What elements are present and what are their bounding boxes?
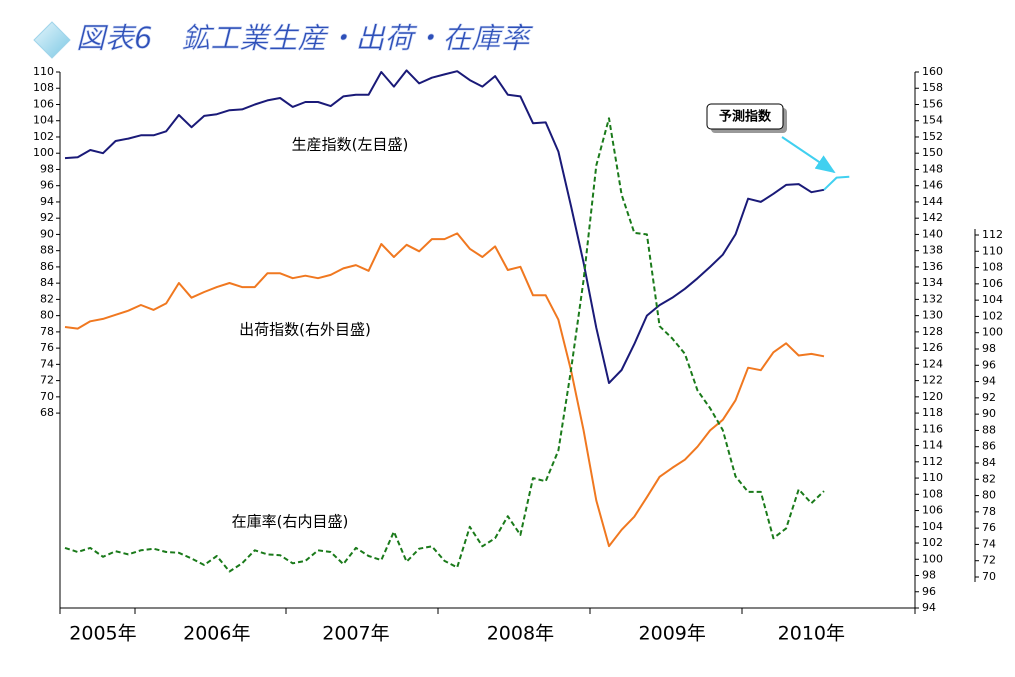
x-tick-label: 2008年	[487, 623, 554, 645]
y-tick-label: 108	[922, 487, 943, 500]
y-tick-label: 78	[982, 505, 996, 518]
x-tick-label: 2005年	[69, 623, 136, 645]
y-tick-label: 104	[982, 293, 1003, 306]
y-tick-label: 74	[982, 537, 996, 550]
y-tick-label: 138	[922, 244, 943, 257]
x-tick-label: 2006年	[183, 623, 250, 645]
y-tick-label: 100	[922, 552, 943, 565]
y-tick-label: 94	[982, 375, 996, 388]
inventory-label: 在庫率(右内目盛)	[232, 513, 349, 531]
y-tick-label: 90	[982, 407, 996, 420]
y-tick-label: 90	[40, 227, 54, 240]
callout-box	[706, 103, 784, 130]
y-tick-label: 142	[922, 211, 943, 224]
y-tick-label: 102	[33, 130, 54, 143]
y-tick-label: 96	[982, 358, 996, 371]
y-tick-label: 80	[982, 489, 996, 502]
y-tick-label: 126	[922, 341, 943, 354]
y-tick-label: 118	[922, 406, 943, 419]
y-tick-label: 158	[922, 81, 943, 94]
y-tick-label: 100	[982, 326, 1003, 339]
y-tick-label: 100	[33, 146, 54, 159]
y-tick-label: 84	[40, 276, 54, 289]
title-icon	[33, 21, 71, 59]
y-tick-label: 76	[982, 521, 996, 534]
y-tick-label: 102	[922, 536, 943, 549]
y-tick-label: 116	[922, 422, 943, 435]
y-tick-label: 96	[922, 585, 936, 598]
y-tick-label: 86	[982, 440, 996, 453]
y-tick-label: 68	[40, 406, 54, 419]
y-tick-label: 124	[922, 357, 943, 370]
chart-title: 図表6 鉱工業生産・出荷・在庫率	[76, 21, 533, 55]
y-tick-label: 108	[33, 81, 54, 94]
y-tick-label: 102	[982, 309, 1003, 322]
y-tick-label: 72	[40, 374, 54, 387]
y-tick-label: 78	[40, 325, 54, 338]
shipment-label: 出荷指数(右外目盛)	[239, 321, 371, 339]
y-tick-label: 86	[40, 260, 54, 273]
series-line	[64, 232, 825, 548]
y-tick-label: 70	[982, 570, 996, 583]
series-line	[823, 175, 850, 191]
x-tick-label: 2009年	[639, 623, 706, 645]
y-tick-label: 94	[922, 601, 936, 614]
y-tick-label: 74	[40, 357, 54, 370]
forecast-label: 予測指数	[719, 109, 772, 125]
y-tick-label: 70	[40, 390, 54, 403]
y-tick-label: 112	[982, 228, 1003, 241]
y-tick-label: 150	[922, 146, 943, 159]
y-tick-label: 134	[922, 276, 943, 289]
y-tick-label: 140	[922, 227, 943, 240]
y-tick-label: 96	[40, 179, 54, 192]
y-tick-label: 106	[33, 97, 54, 110]
y-tick-label: 146	[922, 179, 943, 192]
y-tick-label: 110	[33, 65, 54, 78]
y-tick-label: 110	[982, 244, 1003, 257]
y-tick-label: 80	[40, 309, 54, 322]
y-tick-label: 144	[922, 195, 943, 208]
y-tick-label: 110	[922, 471, 943, 484]
y-tick-label: 98	[982, 342, 996, 355]
y-tick-label: 82	[40, 292, 54, 305]
y-tick-label: 104	[922, 520, 943, 533]
y-tick-label: 132	[922, 292, 943, 305]
y-tick-label: 156	[922, 97, 943, 110]
x-tick-label: 2007年	[322, 623, 389, 645]
y-tick-label: 98	[922, 569, 936, 582]
y-tick-label: 160	[922, 65, 943, 78]
callout-arrow	[781, 136, 836, 174]
year-ticks	[59, 608, 916, 614]
y-tick-label: 152	[922, 130, 943, 143]
y-tick-label: 76	[40, 341, 54, 354]
y-tick-label: 136	[922, 260, 943, 273]
y-tick-label: 72	[982, 554, 996, 567]
y-tick-label: 106	[982, 277, 1003, 290]
y-tick-label: 120	[922, 390, 943, 403]
x-tick-label: 2010年	[778, 623, 845, 645]
y-tick-label: 108	[982, 261, 1003, 274]
y-tick-label: 104	[33, 114, 54, 127]
y-tick-label: 88	[982, 423, 996, 436]
series-line	[64, 69, 825, 384]
y-tick-label: 122	[922, 374, 943, 387]
y-tick-label: 106	[922, 504, 943, 517]
y-tick-label: 84	[982, 456, 996, 469]
production-label: 生産指数(左目盛)	[292, 136, 409, 154]
y-tick-label: 128	[922, 325, 943, 338]
y-tick-label: 94	[40, 195, 54, 208]
y-tick-label: 154	[922, 114, 943, 127]
series-line	[64, 117, 825, 573]
y-tick-label: 82	[982, 472, 996, 485]
y-tick-label: 130	[922, 309, 943, 322]
y-tick-label: 92	[40, 211, 54, 224]
y-tick-label: 88	[40, 244, 54, 257]
y-tick-label: 98	[40, 162, 54, 175]
y-tick-label: 114	[922, 439, 943, 452]
y-tick-label: 112	[922, 455, 943, 468]
y-tick-label: 92	[982, 391, 996, 404]
y-tick-label: 148	[922, 162, 943, 175]
